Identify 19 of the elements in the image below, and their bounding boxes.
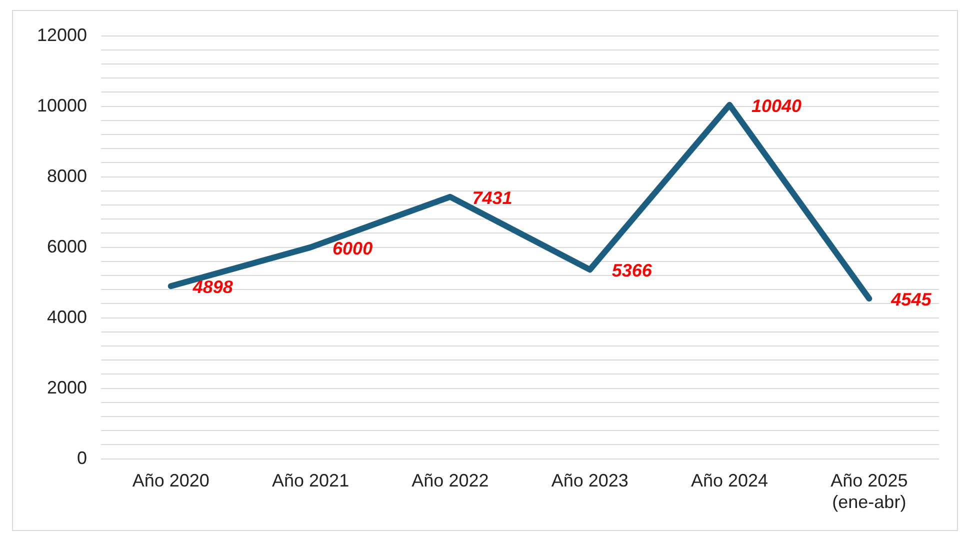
y-tick-label: 10000 <box>36 95 88 116</box>
x-tick-label: Año 2021 <box>272 470 350 491</box>
x-tick-label: Año 2020 <box>132 470 210 491</box>
data-label: 4898 <box>192 277 233 298</box>
y-tick-label: 12000 <box>36 24 88 45</box>
x-tick-label: Año 2023 <box>551 470 628 491</box>
y-tick-label: 0 <box>77 448 88 468</box>
y-tick-label: 6000 <box>47 236 88 256</box>
data-label: 7431 <box>472 188 512 208</box>
x-tick-label: Año 2022 <box>412 470 489 491</box>
y-tick-label: 4000 <box>47 306 88 327</box>
data-label: 4545 <box>890 290 932 310</box>
y-tick-label: 8000 <box>47 166 88 186</box>
data-label: 5366 <box>612 260 653 281</box>
x-tick-label: Año 2025 (ene-abr) <box>830 470 908 512</box>
data-label: 10040 <box>752 96 802 116</box>
x-tick-label: Año 2024 <box>690 470 768 491</box>
data-label: 6000 <box>332 238 373 258</box>
y-tick-label: 2000 <box>47 377 88 398</box>
